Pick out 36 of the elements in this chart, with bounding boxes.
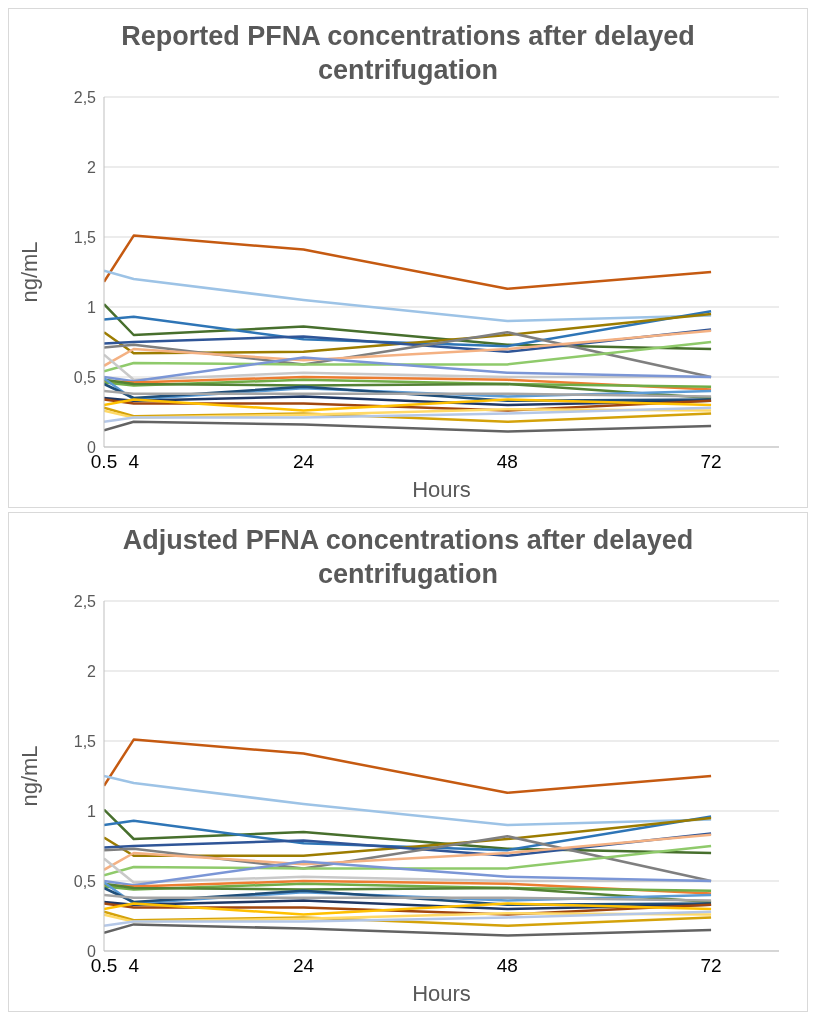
line-series (104, 844, 713, 877)
chart-title: Reported PFNA concentrations after delayed centrifugation (120, 20, 696, 87)
y-tick-label: 2 (87, 662, 97, 680)
y-tick-label: 1,5 (73, 732, 97, 750)
line-series (104, 420, 713, 433)
x-tick-label: 72 (700, 451, 722, 473)
x-tick-label: 4 (128, 451, 140, 473)
line-series (104, 774, 713, 827)
chart-title: Adjusted PFNA concentrations after delayed centrifugation (121, 524, 695, 591)
y-tick-label: 2,5 (73, 88, 97, 106)
x-tick-label: 72 (700, 955, 722, 977)
line-series (104, 329, 713, 368)
y-tick-label: 1 (87, 802, 97, 820)
line-series (104, 234, 713, 291)
x-tick-label: 48 (496, 451, 518, 473)
y-tick-label: 1,5 (73, 228, 97, 246)
line-series (104, 923, 713, 937)
y-tick-label: 0,5 (73, 872, 97, 890)
y-tick-label: 2 (87, 158, 97, 176)
x-tick-label: 24 (292, 955, 315, 977)
y-tick-label: 0,5 (73, 368, 97, 386)
y-tick-label: 2,5 (73, 592, 97, 610)
x-tick-label: 24 (292, 451, 315, 473)
y-tick-label: 0 (87, 438, 97, 456)
line-series (104, 738, 713, 795)
x-axis-title: Hours (412, 477, 471, 502)
x-axis-title: Hours (412, 981, 471, 1006)
x-tick-label: 4 (128, 955, 140, 977)
y-axis-title: ng/mL (16, 745, 42, 807)
line-series (104, 269, 713, 323)
y-axis-title: ng/mL (16, 241, 42, 303)
line-series (104, 833, 713, 872)
y-tick-label: 0 (87, 942, 97, 960)
line-series (104, 340, 713, 373)
x-tick-label: 48 (496, 955, 518, 977)
y-tick-label: 1 (87, 298, 97, 316)
